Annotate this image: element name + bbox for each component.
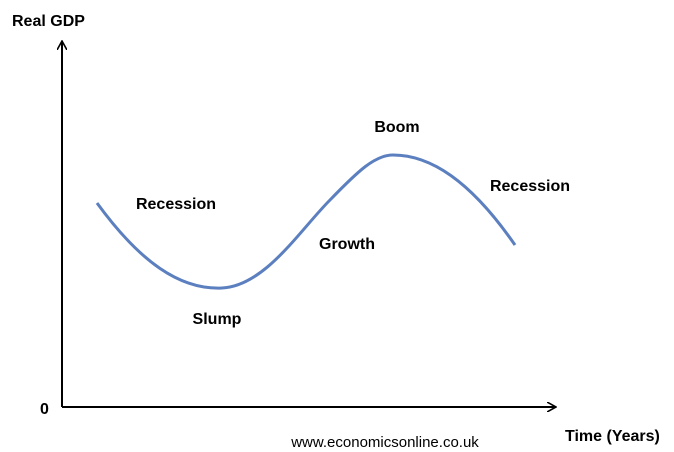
business-cycle-curve <box>95 153 517 290</box>
origin-label: 0 <box>40 401 49 418</box>
y-axis-label: Real GDP <box>12 13 85 30</box>
phase-label: Recession <box>136 196 216 213</box>
x-axis-label: Time (Years) <box>565 428 660 445</box>
phase-label: Recession <box>490 178 570 195</box>
phase-label: Boom <box>374 119 419 136</box>
source-url: www.economicsonline.co.uk <box>290 434 479 451</box>
phase-label: Slump <box>193 311 242 328</box>
phase-label: Growth <box>319 236 375 253</box>
